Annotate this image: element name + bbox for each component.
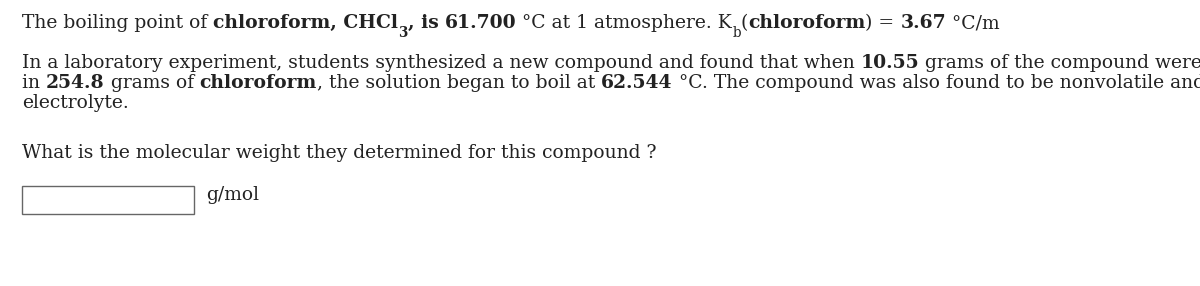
- FancyBboxPatch shape: [22, 186, 194, 214]
- Text: electrolyte.: electrolyte.: [22, 94, 128, 112]
- Text: 62.544: 62.544: [601, 74, 673, 92]
- Text: grams of: grams of: [104, 74, 199, 92]
- Text: °C. The compound was also found to be nonvolatile and a non-: °C. The compound was also found to be no…: [673, 74, 1200, 92]
- Text: , the solution began to boil at: , the solution began to boil at: [317, 74, 601, 92]
- Text: b: b: [732, 26, 740, 40]
- Text: chloroform: chloroform: [749, 14, 865, 32]
- Text: 10.55: 10.55: [860, 54, 919, 72]
- Text: What is the molecular weight they determined for this compound ?: What is the molecular weight they determ…: [22, 144, 656, 162]
- Text: The boiling point of: The boiling point of: [22, 14, 214, 32]
- Text: chloroform, CHCl: chloroform, CHCl: [214, 14, 398, 32]
- Text: 61.700: 61.700: [445, 14, 516, 32]
- Text: °C/m: °C/m: [947, 14, 1000, 32]
- Text: , is: , is: [408, 14, 445, 32]
- Text: chloroform: chloroform: [199, 74, 317, 92]
- Text: in: in: [22, 74, 46, 92]
- Text: In a laboratory experiment, students synthesized a new compound and found that w: In a laboratory experiment, students syn…: [22, 54, 860, 72]
- Text: grams of the compound were dissolved: grams of the compound were dissolved: [919, 54, 1200, 72]
- Text: 3: 3: [398, 26, 408, 40]
- Text: (: (: [740, 14, 749, 32]
- Text: 3.67: 3.67: [901, 14, 947, 32]
- Text: g/mol: g/mol: [206, 186, 259, 204]
- Text: °C at 1 atmosphere. K: °C at 1 atmosphere. K: [516, 14, 732, 32]
- Text: 254.8: 254.8: [46, 74, 104, 92]
- Text: ) =: ) =: [865, 14, 901, 32]
